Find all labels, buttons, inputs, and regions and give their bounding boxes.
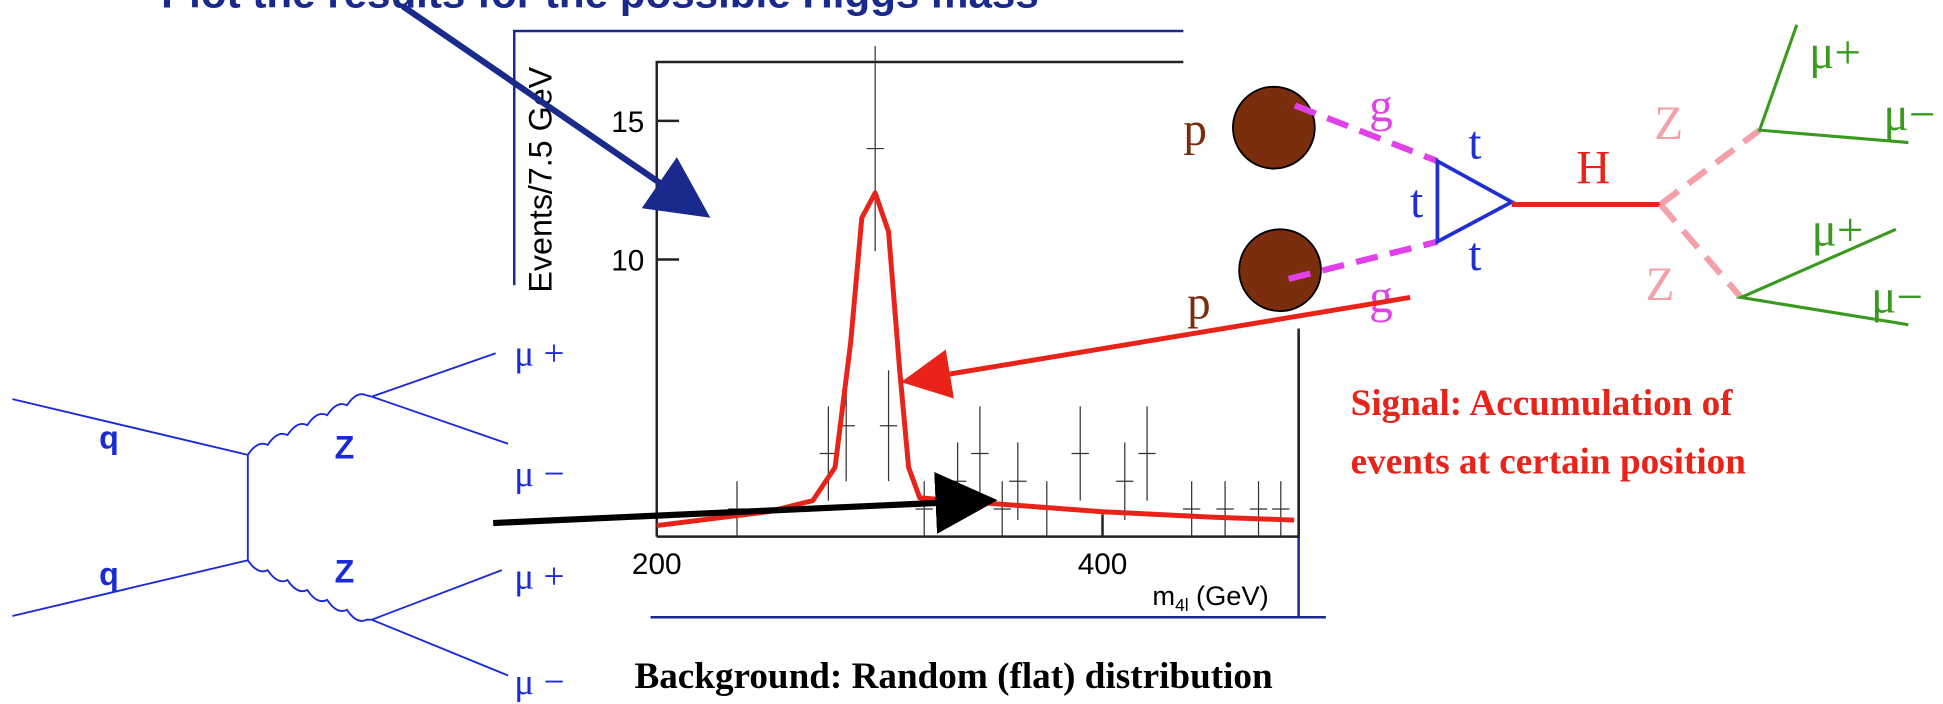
- proton-label: p: [1183, 104, 1207, 156]
- boson-label: Z: [335, 554, 355, 590]
- background-diagram-lines: [12, 352, 509, 677]
- plot-border: [650, 334, 1326, 619]
- quark-label: q: [99, 556, 119, 592]
- gluon-label: g: [1369, 271, 1393, 323]
- x-tick-label: 200: [632, 548, 682, 581]
- x-label-main: m: [1152, 580, 1175, 611]
- quark-label: q: [99, 420, 119, 456]
- proton-label: p: [1187, 278, 1211, 330]
- muon-label: μ −: [514, 662, 564, 703]
- arrows: [400, 3, 1411, 534]
- axes: [655, 60, 1300, 538]
- boson-label: Z: [1654, 98, 1683, 150]
- y-tick-label: 15: [611, 106, 644, 139]
- signal-caption: events at certain position: [1351, 441, 1747, 482]
- muon-label: μ +: [514, 334, 564, 375]
- x-label-sub: 4l: [1175, 595, 1188, 615]
- gluon-label: g: [1369, 80, 1393, 132]
- top-label: t: [1468, 118, 1481, 170]
- x-axis-label: m4l (GeV): [1152, 580, 1268, 615]
- boson-label: Z: [335, 430, 355, 466]
- muon-label: μ+: [1809, 27, 1861, 79]
- higgs-label: H: [1576, 142, 1610, 194]
- slide-title: Plot the results for the possible Higgs …: [161, 0, 1039, 16]
- x-label-unit: (GeV): [1196, 580, 1269, 611]
- muon-label: μ−: [1871, 271, 1923, 323]
- boson-label: Z: [1646, 259, 1675, 311]
- y-tick-label: 10: [611, 245, 644, 278]
- muon-label: μ−: [1884, 89, 1936, 141]
- signal-curve: [656, 190, 1295, 529]
- top-label: t: [1468, 229, 1481, 281]
- muon-label: μ+: [1812, 204, 1864, 256]
- muon-label: μ +: [514, 557, 564, 598]
- muon-label: μ −: [514, 454, 564, 495]
- plot-border: [513, 29, 1184, 286]
- top-label: t: [1410, 176, 1423, 228]
- signal-diagram: [1232, 24, 1909, 327]
- x-tick-label: 400: [1078, 548, 1128, 581]
- background-caption: Background: Random (flat) distribution: [634, 656, 1273, 697]
- signal-caption: Signal: Accumulation of: [1351, 383, 1734, 424]
